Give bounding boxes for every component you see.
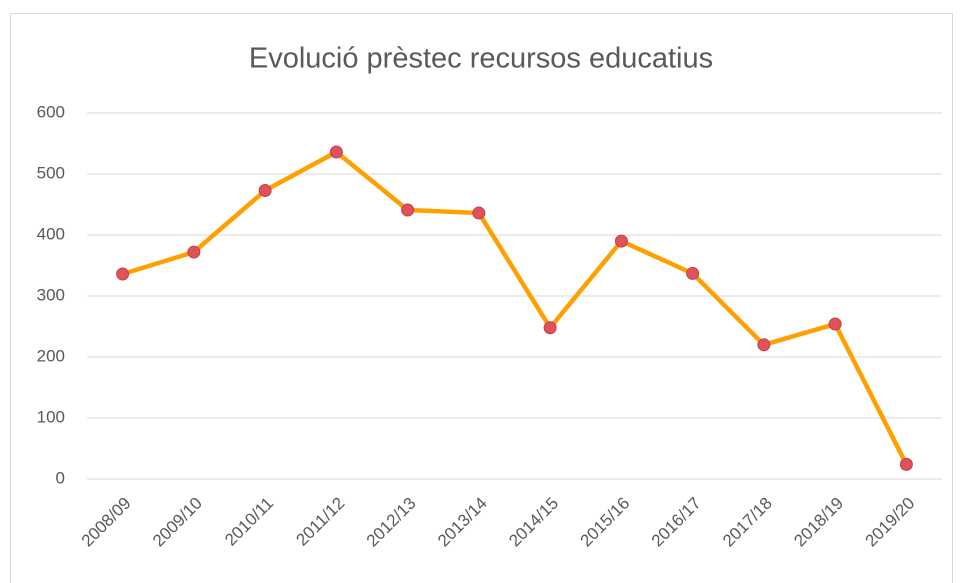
y-tick-label: 0: [56, 468, 65, 487]
data-point: [686, 266, 700, 280]
data-line: [121, 149, 909, 466]
data-point: [187, 245, 201, 259]
data-point: [614, 234, 628, 248]
data-point: [401, 203, 415, 217]
data-point: [828, 317, 842, 331]
data-point: [472, 206, 486, 220]
y-tick-label: 500: [37, 163, 65, 182]
y-tick-label: 100: [37, 407, 65, 426]
chart-border: [10, 13, 953, 583]
data-point: [258, 183, 272, 197]
y-tick-label: 200: [37, 346, 65, 365]
y-tick-label: 600: [37, 102, 65, 121]
data-point: [543, 321, 557, 335]
data-point: [329, 145, 343, 159]
y-tick-label: 300: [37, 285, 65, 304]
data-point: [116, 267, 130, 281]
data-point: [899, 457, 913, 471]
y-tick-label: 400: [37, 224, 65, 243]
data-point: [757, 338, 771, 352]
chart-title: Evolució prèstec recursos educatius: [249, 43, 713, 75]
